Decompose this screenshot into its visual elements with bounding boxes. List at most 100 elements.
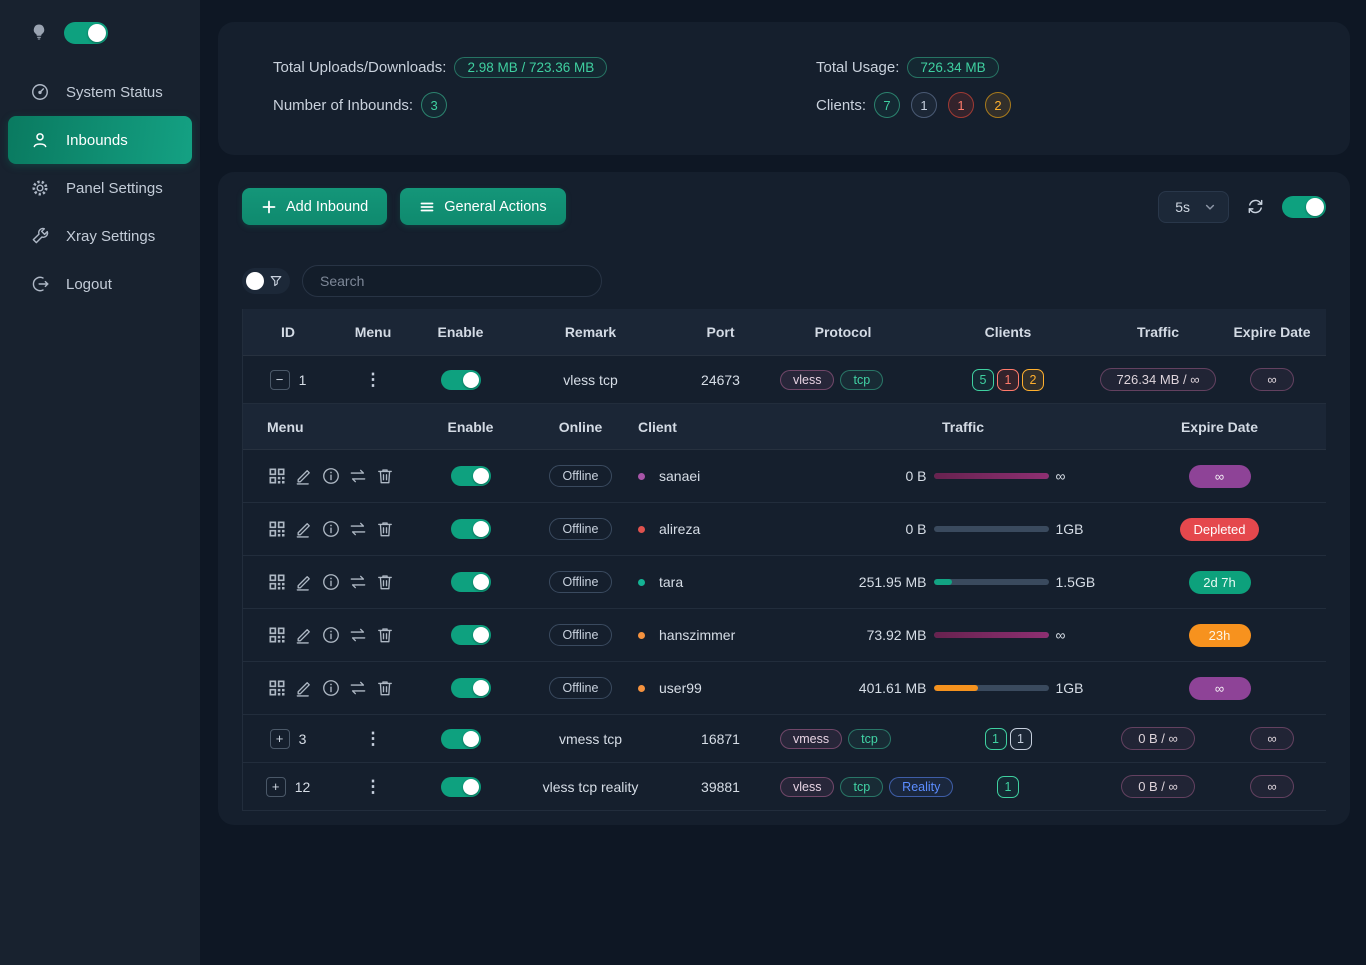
reset-traffic-icon[interactable] — [348, 466, 368, 486]
inbounds-table: ID Menu Enable Remark Port Protocol Clie… — [242, 309, 1326, 811]
delete-icon[interactable] — [375, 678, 395, 698]
expire-badge: ∞ — [1188, 464, 1251, 488]
col-expire-date: Expire Date — [1233, 324, 1311, 340]
delete-icon[interactable] — [375, 466, 395, 486]
stat-value-circle: 3 — [421, 92, 448, 118]
gear-icon — [30, 178, 50, 198]
client-status-dot — [638, 684, 645, 692]
qr-code-icon[interactable] — [267, 625, 287, 645]
delete-icon[interactable] — [375, 519, 395, 539]
sidebar-item-inbounds[interactable]: Inbounds — [8, 116, 192, 164]
client-traffic: 0 B 1GB — [813, 521, 1113, 537]
traffic-used: 0 B — [905, 521, 927, 537]
search-input[interactable] — [302, 265, 602, 297]
general-actions-button[interactable]: General Actions — [400, 188, 566, 225]
refresh-icon[interactable] — [1246, 197, 1265, 216]
reset-traffic-icon[interactable] — [348, 519, 368, 539]
edit-icon[interactable] — [294, 466, 314, 486]
col-client: Client — [638, 418, 677, 435]
depleted-filter-toggle[interactable] — [242, 268, 290, 294]
info-icon[interactable] — [321, 625, 341, 645]
count-depleted: 1 — [997, 368, 1019, 391]
row-menu-button[interactable]: ⋮ — [364, 728, 382, 748]
expand-row-button[interactable]: + — [269, 728, 290, 749]
count-neutral: 1 — [1009, 727, 1032, 750]
row-menu-button[interactable]: ⋮ — [364, 776, 382, 796]
count-online: 1 — [984, 727, 1007, 750]
stat-value-pill: 726.34 MB — [907, 56, 999, 78]
client-traffic: 73.92 MB ∞ — [813, 627, 1113, 643]
col-port: Port — [706, 324, 735, 340]
col-traffic: Traffic — [941, 418, 984, 435]
protocol-tag: vless — [780, 776, 835, 797]
toolbar-right: 5s — [1158, 190, 1326, 223]
traffic-bar — [933, 685, 1049, 691]
reset-traffic-icon[interactable] — [348, 625, 368, 645]
add-inbound-button[interactable]: Add Inbound — [242, 188, 388, 225]
client-enable-toggle[interactable] — [450, 572, 491, 592]
sidebar-item-panel-settings[interactable]: Panel Settings — [0, 164, 200, 212]
client-count-online: 7 — [874, 92, 901, 118]
client-enable-toggle[interactable] — [450, 625, 491, 645]
inbound-enable-toggle[interactable] — [440, 776, 481, 797]
inbound-enable-toggle[interactable] — [440, 728, 481, 749]
client-name: user99 — [659, 680, 702, 696]
client-count-neutral: 1 — [911, 92, 938, 118]
user-icon — [30, 130, 50, 150]
expire-badge: Depleted — [1180, 517, 1259, 541]
qr-code-icon[interactable] — [267, 466, 287, 486]
col-enable: Enable — [437, 324, 484, 340]
edit-icon[interactable] — [294, 625, 314, 645]
client-menu — [243, 625, 408, 645]
sidebar-item-system-status[interactable]: System Status — [0, 68, 200, 116]
client-name: hanszimmer — [659, 627, 736, 643]
info-icon[interactable] — [321, 572, 341, 592]
expire-pill: ∞ — [1250, 727, 1294, 750]
qr-code-icon[interactable] — [267, 519, 287, 539]
traffic-used: 0 B — [905, 468, 927, 484]
info-icon[interactable] — [321, 519, 341, 539]
col-remark: Remark — [564, 324, 617, 340]
inbounds-card: Add Inbound General Actions 5s — [218, 172, 1350, 825]
inbound-remark: vless tcp — [563, 371, 618, 388]
client-menu — [243, 466, 408, 486]
edit-icon[interactable] — [294, 678, 314, 698]
delete-icon[interactable] — [375, 625, 395, 645]
theme-toggle[interactable] — [64, 22, 108, 44]
chevron-down-icon — [1204, 201, 1216, 213]
auto-refresh-toggle[interactable] — [1282, 195, 1326, 218]
stat-total-uploads-downloads: Total Uploads/Downloads: 2.98 MB / 723.3… — [273, 48, 784, 86]
client-status-dot — [638, 472, 645, 480]
sidebar-item-logout[interactable]: Logout — [0, 260, 200, 308]
client-enable-toggle[interactable] — [450, 678, 491, 698]
network-tag: tcp — [840, 369, 884, 390]
traffic-bar — [933, 579, 1049, 585]
refresh-interval-select[interactable]: 5s — [1158, 190, 1229, 223]
client-menu — [243, 572, 408, 592]
client-row: Offline alireza 0 B 1GB — [243, 503, 1326, 556]
collapse-row-button[interactable]: − — [269, 369, 290, 390]
delete-icon[interactable] — [375, 572, 395, 592]
reset-traffic-icon[interactable] — [348, 678, 368, 698]
row-menu-button[interactable]: ⋮ — [364, 369, 382, 389]
wrench-icon — [30, 226, 50, 246]
main-content: Total Uploads/Downloads: 2.98 MB / 723.3… — [200, 0, 1366, 965]
theme-row — [0, 18, 200, 58]
reset-traffic-icon[interactable] — [348, 572, 368, 592]
protocol-tags: vmess tcp — [768, 728, 918, 749]
expand-row-button[interactable]: + — [265, 776, 286, 797]
qr-code-icon[interactable] — [267, 572, 287, 592]
edit-icon[interactable] — [294, 519, 314, 539]
sidebar-item-xray-settings[interactable]: Xray Settings — [0, 212, 200, 260]
info-icon[interactable] — [321, 678, 341, 698]
stat-total-usage: Total Usage: 726.34 MB — [784, 48, 1295, 86]
inbound-enable-toggle[interactable] — [440, 369, 481, 390]
online-status-badge: Offline — [548, 518, 613, 540]
client-enable-toggle[interactable] — [450, 466, 491, 486]
client-counts: 1 1 — [918, 727, 1098, 750]
info-icon[interactable] — [321, 466, 341, 486]
client-enable-toggle[interactable] — [450, 519, 491, 539]
inbound-remark: vmess tcp — [558, 730, 622, 747]
edit-icon[interactable] — [294, 572, 314, 592]
qr-code-icon[interactable] — [267, 678, 287, 698]
